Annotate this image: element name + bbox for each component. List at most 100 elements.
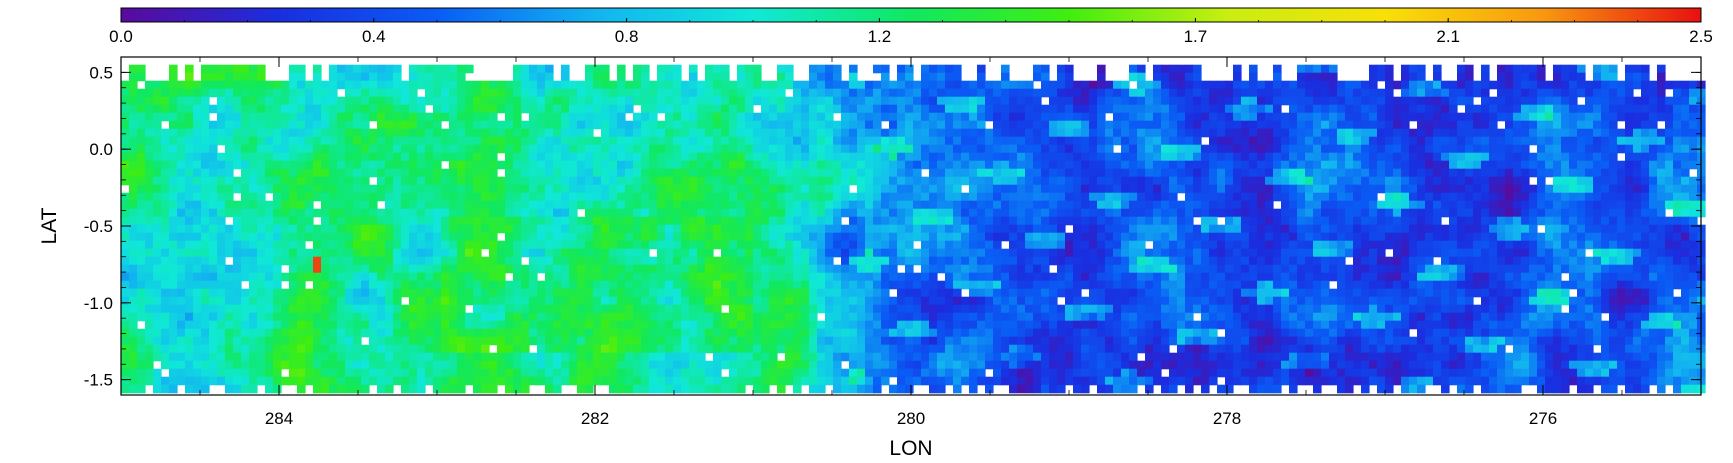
heatmap-cell	[593, 184, 602, 194]
heatmap-cell	[1681, 80, 1690, 90]
heatmap-cell	[1665, 192, 1674, 202]
heatmap-cell	[873, 168, 882, 178]
heatmap-cell	[1489, 232, 1498, 242]
heatmap-cell	[273, 128, 282, 138]
heatmap-cell	[681, 264, 690, 274]
heatmap-cell	[609, 136, 618, 146]
heatmap-cell	[881, 240, 890, 250]
heatmap-cell	[161, 216, 170, 226]
heatmap-cell	[897, 144, 906, 154]
heatmap-cell	[761, 216, 770, 226]
heatmap-cell	[1081, 80, 1090, 90]
heatmap-cell	[1289, 200, 1298, 210]
heatmap-cell	[913, 144, 922, 154]
heatmap-cell	[1089, 240, 1098, 250]
heatmap-cell	[1433, 224, 1442, 234]
heatmap-cell	[1633, 128, 1642, 138]
heatmap-cell	[553, 88, 562, 98]
heatmap-cell	[1601, 128, 1610, 138]
heatmap-cell	[1385, 216, 1394, 226]
heatmap-cell	[729, 192, 738, 202]
heatmap-cell	[257, 192, 266, 202]
heatmap-cell	[201, 96, 210, 106]
heatmap-cell	[1497, 72, 1506, 82]
heatmap-cell	[945, 160, 954, 170]
heatmap-cell	[505, 120, 514, 130]
heatmap-cell	[1417, 112, 1426, 122]
heatmap-cell	[161, 272, 170, 282]
heatmap-cell	[465, 240, 474, 250]
heatmap-cell	[1641, 80, 1650, 90]
heatmap-cell	[1265, 160, 1274, 170]
heatmap-cell	[857, 112, 866, 122]
heatmap-cell	[137, 160, 146, 170]
heatmap-cell	[449, 144, 458, 154]
heatmap-cell	[1065, 120, 1074, 130]
heatmap-cell	[1217, 104, 1226, 114]
heatmap-cell	[921, 80, 930, 90]
heatmap-cell	[537, 216, 546, 226]
heatmap-cell	[753, 256, 762, 266]
heatmap-cell	[1273, 80, 1282, 90]
heatmap-cell	[953, 256, 962, 266]
heatmap-cell	[1273, 248, 1282, 258]
heatmap-cell	[465, 144, 474, 154]
heatmap-cell	[385, 200, 394, 210]
heatmap-cell	[1369, 160, 1378, 170]
heatmap-cell	[1201, 120, 1210, 130]
heatmap-cell	[625, 264, 634, 274]
heatmap-cell	[1657, 216, 1666, 226]
heatmap-cell	[1401, 256, 1410, 266]
heatmap-cell	[865, 144, 874, 154]
heatmap-cell	[417, 232, 426, 242]
heatmap-cell	[1617, 112, 1626, 122]
heatmap-cell	[433, 176, 442, 186]
heatmap-cell	[449, 192, 458, 202]
heatmap-cell	[153, 272, 162, 282]
heatmap-cell	[713, 72, 722, 82]
heatmap-cell	[329, 200, 338, 210]
heatmap-cell	[401, 272, 410, 282]
heatmap-cell	[953, 152, 962, 162]
heatmap-cell	[1345, 152, 1354, 162]
heatmap-cell	[393, 184, 402, 194]
heatmap-cell	[849, 64, 858, 74]
heatmap-cell	[169, 176, 178, 186]
heatmap-cell	[1353, 192, 1362, 202]
heatmap-cell	[1289, 88, 1298, 98]
heatmap-cell	[641, 64, 650, 74]
heatmap-cell	[137, 224, 146, 234]
heatmap-cell	[1625, 192, 1634, 202]
heatmap-cell	[1521, 208, 1530, 218]
heatmap-cell	[1457, 248, 1466, 258]
heatmap-cell	[449, 64, 458, 74]
heatmap-cell	[657, 104, 666, 114]
heatmap-cell	[305, 176, 314, 186]
heatmap-cell	[193, 80, 202, 90]
heatmap-cell	[897, 160, 906, 170]
heatmap-cell	[833, 152, 842, 162]
heatmap-cell	[289, 224, 298, 234]
heatmap-cell	[601, 256, 610, 266]
heatmap-cell	[1457, 120, 1466, 130]
heatmap-cell	[1689, 160, 1698, 170]
heatmap-cell	[881, 232, 890, 242]
heatmap-cell	[777, 128, 786, 138]
heatmap-cell	[409, 168, 418, 178]
heatmap-cell	[465, 216, 474, 226]
heatmap-cell	[545, 232, 554, 242]
heatmap-cell	[1177, 200, 1186, 210]
heatmap-cell	[1097, 104, 1106, 114]
heatmap-cell	[1313, 216, 1322, 226]
heatmap-cell	[1633, 184, 1642, 194]
heatmap-cell	[937, 104, 946, 114]
heatmap-cell	[1001, 176, 1010, 186]
heatmap-cell	[865, 256, 874, 266]
heatmap-cell	[1593, 80, 1602, 90]
heatmap-cell	[1529, 200, 1538, 210]
heatmap-cell	[585, 96, 594, 106]
heatmap-cell	[777, 120, 786, 130]
heatmap-cell	[1385, 240, 1394, 250]
heatmap-cell	[1273, 168, 1282, 178]
heatmap-cell	[1089, 144, 1098, 154]
